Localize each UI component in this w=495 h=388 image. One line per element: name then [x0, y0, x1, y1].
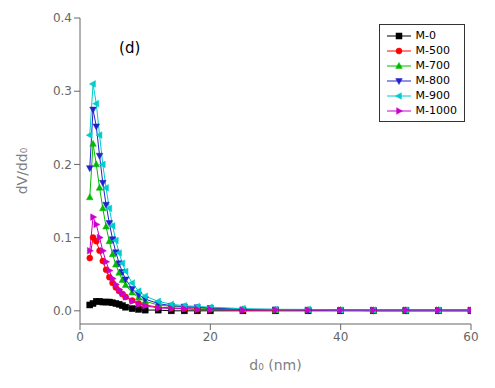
svg-text:0: 0	[76, 330, 84, 344]
svg-text:0.0: 0.0	[53, 304, 72, 318]
html-text:M-900: M-900	[415, 89, 450, 102]
svg-text:0.3: 0.3	[53, 84, 72, 98]
html-text:M-700: M-700	[415, 59, 450, 72]
html-text:M-0: M-0	[415, 29, 436, 42]
svg-text:0.1: 0.1	[53, 231, 72, 245]
html-text:M-500: M-500	[415, 44, 450, 57]
svg-text:0.2: 0.2	[53, 158, 72, 172]
svg-text:d₀ (nm): d₀ (nm)	[249, 357, 301, 373]
svg-text:0.4: 0.4	[53, 11, 72, 25]
html-text:M-800: M-800	[415, 74, 450, 87]
svg-text:dV/dd₀: dV/dd₀	[14, 147, 30, 194]
html-text:M-1000: M-1000	[415, 104, 457, 117]
svg-text:40: 40	[333, 330, 348, 344]
svg-text:60: 60	[463, 330, 478, 344]
svg-text:20: 20	[203, 330, 218, 344]
html-text:(d): (d)	[119, 39, 141, 58]
